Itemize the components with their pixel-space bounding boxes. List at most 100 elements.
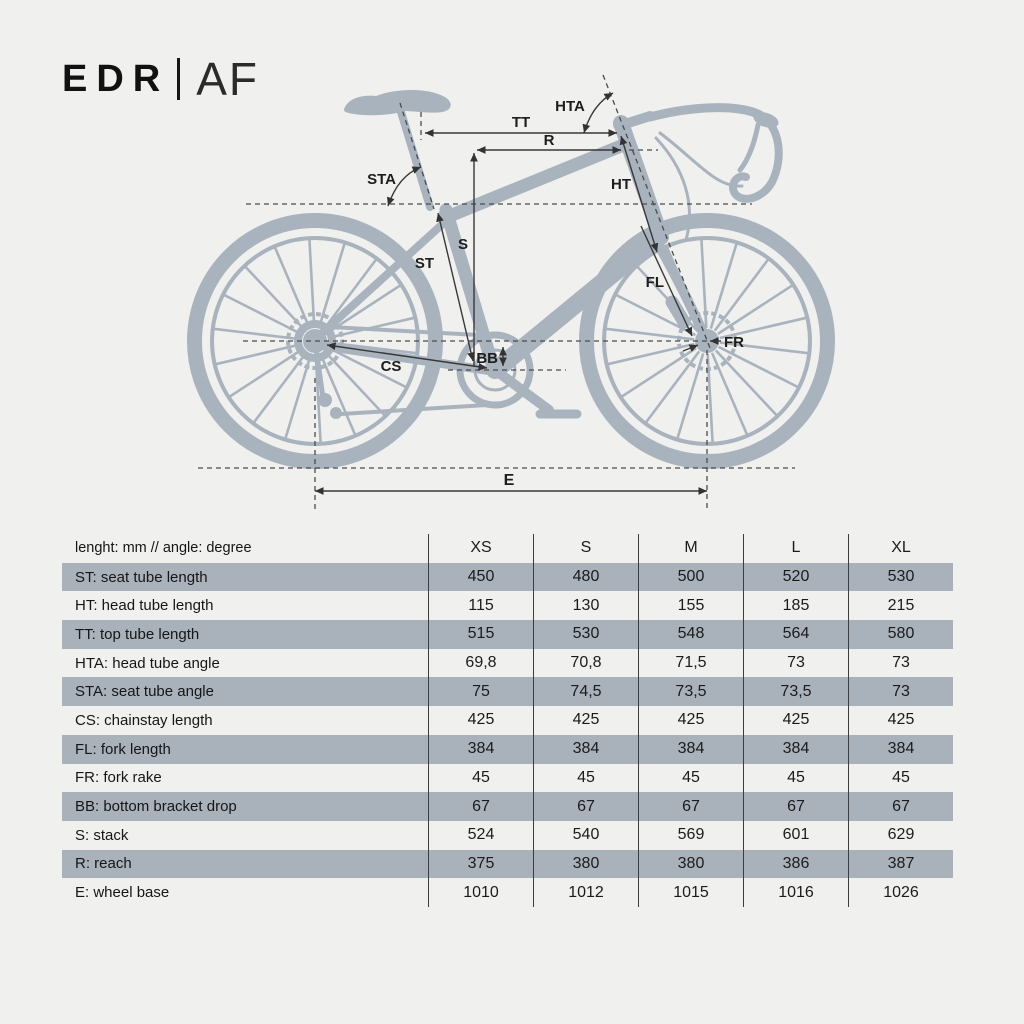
label-e: E <box>504 472 515 489</box>
cell-value: 185 <box>743 591 848 621</box>
label-st: ST <box>415 255 434 272</box>
cell-value: 215 <box>848 591 953 621</box>
dimension-labels: HTA TT R STA HT S ST FL FR BB CS E <box>367 98 744 489</box>
logo-divider <box>177 58 181 100</box>
row-label: CS: chainstay length <box>75 711 213 729</box>
fork-rake-arrow <box>682 344 699 352</box>
size-header-l: L <box>743 534 848 563</box>
seat-tube-arrow <box>436 212 475 362</box>
table-header-row: lenght: mm // angle: degree XS S M L XL <box>62 534 953 563</box>
cell-value: 601 <box>743 820 848 850</box>
table-row: CS: chainstay length 425 425 425 425 425 <box>62 706 953 735</box>
label-cs: CS <box>381 358 402 375</box>
cell-value: 530 <box>533 620 638 649</box>
cell-value: 548 <box>638 620 743 649</box>
cell-value: 380 <box>638 849 743 879</box>
cell-value: 569 <box>638 820 743 850</box>
fork-length-arrow <box>640 225 693 337</box>
derailleur-cage <box>312 338 326 401</box>
cell-value: 425 <box>533 706 638 735</box>
row-label: ST: seat tube length <box>75 568 208 586</box>
size-header-xl: XL <box>848 534 953 563</box>
cell-value: 75 <box>428 677 533 707</box>
seatpost <box>397 108 434 211</box>
geometry-diagram: HTA TT R STA HT S ST FL FR BB CS E <box>187 74 835 512</box>
cell-value: 45 <box>533 763 638 793</box>
row-label: R: reach <box>75 855 132 873</box>
table-row: STA: seat tube angle 75 74,5 73,5 73,5 7… <box>62 677 953 707</box>
cell-value: 425 <box>638 706 743 735</box>
cell-value: 67 <box>848 792 953 821</box>
brake-hood <box>753 112 779 128</box>
chain-bottom <box>339 402 505 416</box>
cell-value: 384 <box>428 734 533 764</box>
row-label: FR: fork rake <box>75 769 162 787</box>
cell-value: 45 <box>428 763 533 793</box>
size-header-xs: XS <box>428 534 533 563</box>
cell-value: 1010 <box>428 878 533 907</box>
front-brake-caliper <box>665 295 691 329</box>
cell-value: 67 <box>743 792 848 821</box>
cell-value: 67 <box>428 792 533 821</box>
cell-value: 67 <box>638 792 743 821</box>
cell-value: 73 <box>848 648 953 678</box>
cell-value: 115 <box>428 591 533 621</box>
brake-cable <box>654 136 691 242</box>
cell-value: 130 <box>533 591 638 621</box>
seat-angle-arc <box>386 166 422 207</box>
row-label: TT: top tube length <box>75 625 200 643</box>
cell-value: 384 <box>638 734 743 764</box>
table-row: TT: top tube length 515 530 548 564 580 <box>62 620 953 649</box>
cell-value: 480 <box>533 562 638 592</box>
cell-value: 1015 <box>638 878 743 907</box>
unit-header: lenght: mm // angle: degree <box>75 540 252 557</box>
crank-arm <box>490 365 554 415</box>
table-row: S: stack 524 540 569 601 629 <box>62 820 953 850</box>
cell-value: 425 <box>848 706 953 735</box>
table-row: R: reach 375 380 380 386 387 <box>62 849 953 879</box>
cell-value: 629 <box>848 820 953 850</box>
cell-value: 524 <box>428 820 533 850</box>
cell-value: 74,5 <box>533 677 638 707</box>
shift-cable <box>658 131 744 188</box>
cell-value: 45 <box>743 763 848 793</box>
cell-value: 73 <box>848 677 953 707</box>
saddle <box>344 90 451 116</box>
head-tube-arrow <box>619 135 659 253</box>
cell-value: 380 <box>533 849 638 879</box>
table-row: HTA: head tube angle 69,8 70,8 71,5 73 7… <box>62 648 953 678</box>
derailleur-pulley-upper <box>318 393 332 407</box>
cell-value: 384 <box>848 734 953 764</box>
row-label: S: stack <box>75 826 129 844</box>
row-label: FL: fork length <box>75 740 171 758</box>
row-label: STA: seat tube angle <box>75 683 214 701</box>
table-row: HT: head tube length 115 130 155 185 215 <box>62 591 953 621</box>
label-bb: BB <box>476 350 498 367</box>
label-sta: STA <box>367 171 396 188</box>
geometry-table: lenght: mm // angle: degree XS S M L XL … <box>62 534 953 907</box>
cell-value: 73,5 <box>743 677 848 707</box>
cell-value: 1026 <box>848 878 953 907</box>
row-label: BB: bottom bracket drop <box>75 798 237 816</box>
label-hta: HTA <box>555 98 585 115</box>
row-label: E: wheel base <box>75 884 170 902</box>
cell-value: 1012 <box>533 878 638 907</box>
label-s: S <box>458 236 468 253</box>
cell-value: 155 <box>638 591 743 621</box>
cell-value: 384 <box>743 734 848 764</box>
label-r: R <box>544 132 555 149</box>
label-fl: FL <box>646 274 664 291</box>
row-label: HT: head tube length <box>75 597 214 615</box>
cell-value: 450 <box>428 562 533 592</box>
brand-name: EDR <box>62 57 170 100</box>
cell-value: 515 <box>428 620 533 649</box>
cell-value: 71,5 <box>638 648 743 678</box>
seat-tube-axis <box>399 102 435 210</box>
cell-value: 73,5 <box>638 677 743 707</box>
cell-value: 67 <box>533 792 638 821</box>
brand-logo: EDR AF <box>62 52 259 106</box>
bike-geometry-svg: HTA TT R STA HT S ST FL FR BB CS E <box>187 74 835 512</box>
headset-top-cap <box>613 116 629 132</box>
row-label: HTA: head tube angle <box>75 654 220 672</box>
cell-value: 540 <box>533 820 638 850</box>
